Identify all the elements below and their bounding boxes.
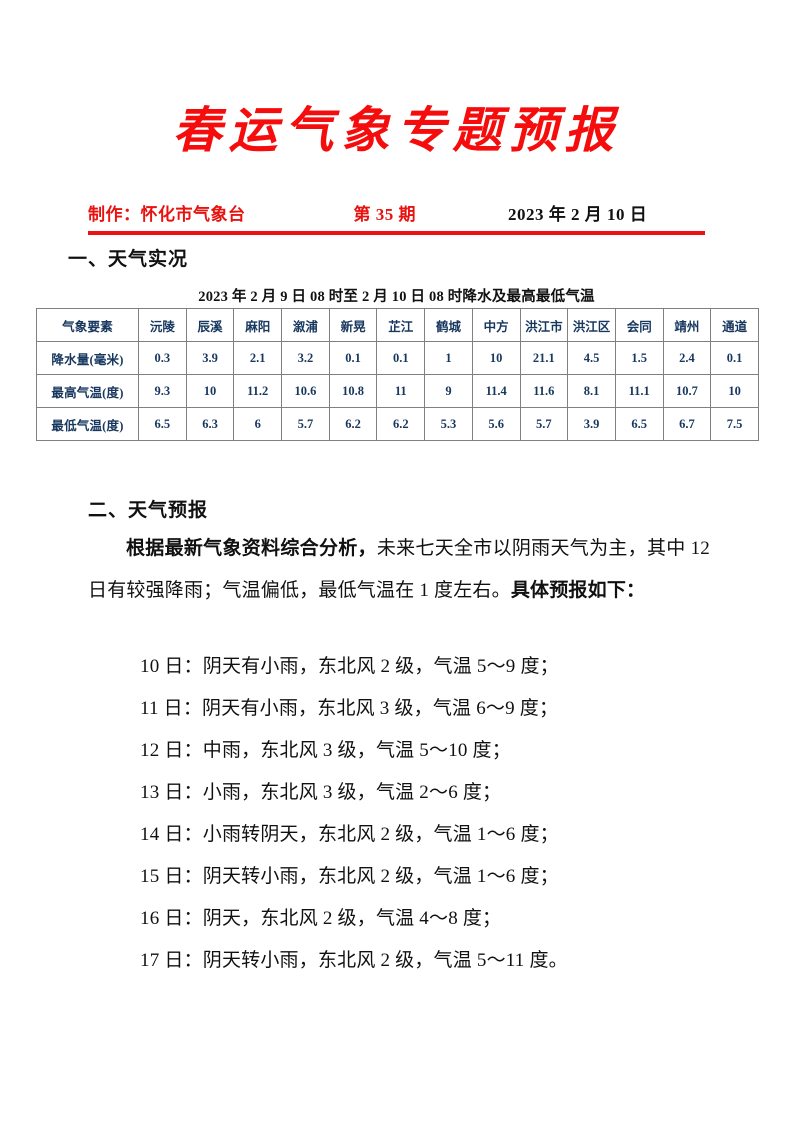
table-row: 最高气温(度) 9.3 10 11.2 10.6 10.8 11 9 11.4 11.6 8.1 11… bbox=[36, 374, 759, 408]
table-cell: 6.5 bbox=[614, 407, 664, 441]
table-row-label: 降水量(毫米) bbox=[36, 341, 139, 375]
table-row: 最低气温(度) 6.5 6.3 6 5.7 6.2 6.2 5.3 5.6 5.7 3.9 6.5 6.… bbox=[36, 407, 759, 441]
table-cell: 10 bbox=[710, 374, 759, 408]
forecast-day-line: 11 日：阴天有小雨，东北风 3 级，气温 6～9 度； bbox=[140, 698, 559, 719]
table-corner-label: 气象要素 bbox=[36, 308, 139, 342]
table-cell: 21.1 bbox=[519, 341, 569, 375]
masthead-date: 2023 年 2 月 10 日 bbox=[508, 205, 648, 224]
table-cell: 9 bbox=[424, 374, 473, 408]
table-column-header: 新晃 bbox=[328, 308, 378, 342]
table-column-header: 靖州 bbox=[662, 308, 712, 342]
table-cell: 11 bbox=[376, 374, 426, 408]
section-heading-observation: 一、天气实况 bbox=[68, 249, 189, 270]
forecast-summary-lead: 根据最新气象资料综合分析， bbox=[126, 538, 377, 559]
table-cell: 3.9 bbox=[567, 407, 616, 441]
table-cell: 9.3 bbox=[138, 374, 187, 408]
masthead-issue-number: 第 35 期 bbox=[353, 205, 416, 224]
table-cell: 11.6 bbox=[519, 374, 569, 408]
table-cell: 10 bbox=[185, 374, 235, 408]
table-column-header: 溆浦 bbox=[281, 308, 330, 342]
table-cell: 0.3 bbox=[138, 341, 187, 375]
table-cell: 6.5 bbox=[138, 407, 187, 441]
table-column-header: 通道 bbox=[710, 308, 759, 342]
table-cell: 7.5 bbox=[710, 407, 759, 441]
table-cell: 10.8 bbox=[328, 374, 378, 408]
forecast-day-line: 16 日：阴天，东北风 2 级，气温 4～8 度； bbox=[140, 908, 502, 929]
forecast-day-line: 13 日：小雨，东北风 3 级，气温 2～6 度； bbox=[140, 782, 502, 803]
forecast-day-line: 15 日：阴天转小雨，东北风 2 级，气温 1～6 度； bbox=[140, 866, 559, 887]
forecast-day-line: 17 日：阴天转小雨，东北风 2 级，气温 5～11 度。 bbox=[140, 950, 568, 971]
table-cell: 6.2 bbox=[376, 407, 426, 441]
table-cell: 6.7 bbox=[662, 407, 712, 441]
table-row-label: 最低气温(度) bbox=[36, 407, 139, 441]
table-cell: 0.1 bbox=[710, 341, 759, 375]
table-cell: 2.4 bbox=[662, 341, 712, 375]
table-cell: 3.2 bbox=[281, 341, 330, 375]
masthead-divider bbox=[88, 231, 705, 235]
table-column-header: 沅陵 bbox=[138, 308, 187, 342]
section-heading-forecast: 二、天气预报 bbox=[88, 500, 209, 521]
observation-table: 气象要素 沅陵 辰溪 麻阳 溆浦 新晃 芷江 鹤城 中方 洪江市 洪江区 会同 靖州 通道 降水量(毫米… bbox=[36, 308, 759, 441]
table-cell: 6.2 bbox=[328, 407, 378, 441]
forecast-day-line: 14 日：小雨转阴天，东北风 2 级，气温 1～6 度； bbox=[140, 824, 559, 845]
table-cell: 6 bbox=[233, 407, 283, 441]
table-cell: 6.3 bbox=[185, 407, 235, 441]
table-row: 降水量(毫米) 0.3 3.9 2.1 3.2 0.1 0.1 1 10 21.1 4.5 1.5 2.… bbox=[36, 341, 759, 375]
table-cell: 10 bbox=[471, 341, 521, 375]
table-column-header: 中方 bbox=[471, 308, 521, 342]
table-column-header: 洪江市 bbox=[519, 308, 569, 342]
table-cell: 8.1 bbox=[567, 374, 616, 408]
table-row-label: 最高气温(度) bbox=[36, 374, 139, 408]
daily-forecast-list: 10 日：阴天有小雨，东北风 2 级，气温 5～9 度； 11 日：阴天有小雨，东… bbox=[88, 646, 728, 982]
table-cell: 0.1 bbox=[328, 341, 378, 375]
document-title: 春运气象专题预报 bbox=[172, 103, 621, 158]
table-cell: 3.9 bbox=[185, 341, 235, 375]
table-cell: 1 bbox=[424, 341, 473, 375]
table-column-header: 会同 bbox=[614, 308, 664, 342]
table-cell: 4.5 bbox=[567, 341, 616, 375]
table-cell: 5.7 bbox=[281, 407, 330, 441]
table-column-header: 鹤城 bbox=[424, 308, 473, 342]
forecast-summary-body: 未来七天全市以阴雨天气为主，其中 12 日有较强降雨；气温偏低，最低气温在 1 … bbox=[88, 538, 710, 601]
table-cell: 2.1 bbox=[233, 341, 283, 375]
observation-table-caption: 2023 年 2 月 9 日 08 时至 2 月 10 日 08 时降水及最高最… bbox=[198, 289, 595, 305]
forecast-summary-paragraph: 根据最新气象资料综合分析，未来七天全市以阴雨天气为主，其中 12 日有较强降雨；… bbox=[88, 528, 710, 612]
table-cell: 5.7 bbox=[519, 407, 569, 441]
table-cell: 11.1 bbox=[614, 374, 664, 408]
table-column-header: 洪江区 bbox=[567, 308, 616, 342]
table-column-header: 辰溪 bbox=[185, 308, 235, 342]
masthead-meta-row: 制作：怀化市气象台 第 35 期 2023 年 2 月 10 日 bbox=[88, 200, 706, 226]
forecast-day-line: 10 日：阴天有小雨，东北风 2 级，气温 5～9 度； bbox=[140, 656, 559, 677]
table-cell: 10.6 bbox=[281, 374, 330, 408]
table-cell: 0.1 bbox=[376, 341, 426, 375]
table-header-row: 气象要素 沅陵 辰溪 麻阳 溆浦 新晃 芷江 鹤城 中方 洪江市 洪江区 会同 靖州 通道 bbox=[36, 308, 759, 342]
table-cell: 11.2 bbox=[233, 374, 283, 408]
table-column-header: 麻阳 bbox=[233, 308, 283, 342]
table-cell: 10.7 bbox=[662, 374, 712, 408]
masthead-producer: 制作：怀化市气象台 bbox=[88, 205, 246, 224]
table-cell: 5.3 bbox=[424, 407, 473, 441]
table-cell: 1.5 bbox=[614, 341, 664, 375]
table-cell: 11.4 bbox=[471, 374, 521, 408]
table-cell: 5.6 bbox=[471, 407, 521, 441]
table-column-header: 芷江 bbox=[376, 308, 426, 342]
forecast-summary-tail: 具体预报如下： bbox=[510, 580, 646, 601]
forecast-day-line: 12 日：中雨，东北风 3 级，气温 5～10 度； bbox=[140, 740, 511, 761]
